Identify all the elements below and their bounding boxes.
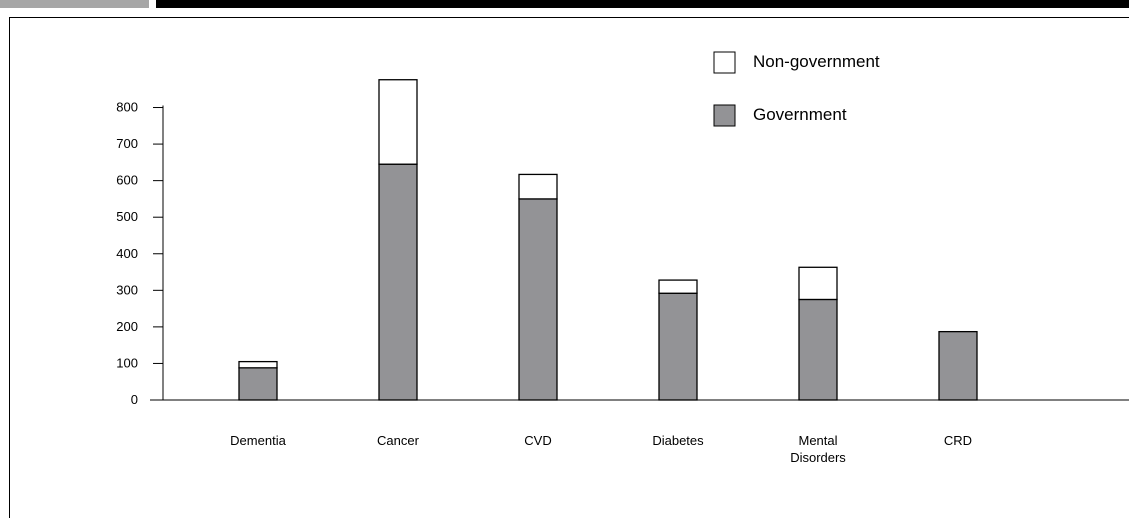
bar-nongovernment-mental-disorders: [798, 266, 838, 301]
x-category-label: Dementia: [230, 433, 286, 448]
bar-government-mental-disorders: [798, 298, 838, 401]
bar-government-diabetes: [658, 292, 698, 401]
bar-government-cancer: [378, 163, 418, 401]
legend-label: Non-government: [753, 52, 880, 71]
y-tick-label: 700: [116, 136, 138, 151]
legend-swatch: [713, 51, 736, 74]
header-bar-black: [156, 0, 1129, 8]
bar-nongovernment-diabetes: [658, 279, 698, 294]
y-tick-label: 300: [116, 282, 138, 297]
legend-label: Government: [753, 105, 847, 124]
chart-legend: Non-government Government: [713, 51, 880, 127]
legend-swatch: [713, 104, 736, 127]
y-tick-label: 400: [116, 246, 138, 261]
x-category-label: Disorders: [790, 450, 846, 465]
bar-nongovernment-cancer: [378, 79, 418, 165]
chart-bars: [238, 79, 978, 401]
frame-top-border: [9, 17, 1129, 18]
x-category-label: CRD: [944, 433, 972, 448]
y-tick-label: 500: [116, 209, 138, 224]
frame-left-border: [9, 17, 10, 518]
y-tick-label: 0: [131, 392, 138, 407]
y-tick-label: 600: [116, 173, 138, 188]
x-category-label: Cancer: [377, 433, 420, 448]
bar-government-crd: [938, 330, 978, 401]
y-tick-label: 800: [116, 100, 138, 115]
header-bar-gray: [0, 0, 149, 8]
x-category-label: Mental: [798, 433, 837, 448]
x-category-label: CVD: [524, 433, 551, 448]
chart-axes: [150, 105, 1129, 401]
chart-labels: 0 100 200 300 400 500 600 700 800 Dementia Cancer C…: [116, 100, 972, 465]
bar-nongovernment-dementia: [238, 360, 278, 369]
y-tick-label: 200: [116, 319, 138, 334]
bar-nongovernment-cvd: [518, 173, 558, 200]
y-tick-label: 100: [116, 355, 138, 370]
x-category-label: Diabetes: [652, 433, 704, 448]
bar-government-dementia: [238, 367, 278, 401]
bar-government-cvd: [518, 198, 558, 401]
